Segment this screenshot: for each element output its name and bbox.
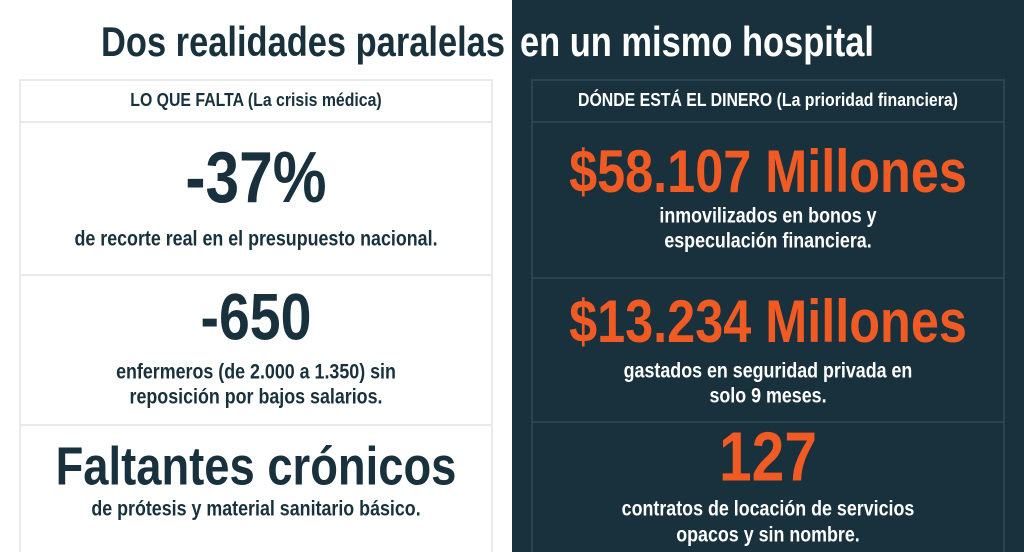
panel-heading: LO QUE FALTA (La crisis médica) — [130, 90, 381, 110]
right-panel — [531, 79, 1005, 552]
figure: 127 — [719, 417, 817, 495]
description: de prótesis y material sanitario básico. — [91, 498, 420, 521]
figure: $13.234 Millones — [569, 288, 967, 355]
description: de recorte real en el presupuesto nacion… — [74, 228, 437, 251]
left-background — [0, 0, 512, 552]
description: enfermeros (de 2.000 a 1.350) sin — [116, 361, 396, 384]
description: gastados en seguridad privada en — [624, 360, 913, 383]
figure: $58.107 Millones — [569, 138, 967, 205]
description: solo 9 meses. — [709, 385, 826, 408]
description: reposición por bajos salarios. — [130, 386, 383, 409]
title-left: Dos realidades paralelas — [101, 18, 505, 65]
figure: Faltantes crónicos — [56, 436, 457, 496]
description: inmovilizados en bonos y — [659, 205, 876, 228]
description: contratos de locación de servicios — [622, 498, 915, 521]
title-right: en un mismo hospital — [520, 18, 874, 65]
panel-heading: DÓNDE ESTÁ EL DINERO (La prioridad finan… — [578, 89, 958, 110]
description: opacos y sin nombre. — [676, 524, 860, 547]
figure: -37% — [185, 138, 326, 218]
left-panel — [19, 79, 493, 552]
description: especulación financiera. — [664, 230, 871, 253]
right-background — [512, 0, 1024, 552]
figure: -650 — [201, 279, 312, 353]
